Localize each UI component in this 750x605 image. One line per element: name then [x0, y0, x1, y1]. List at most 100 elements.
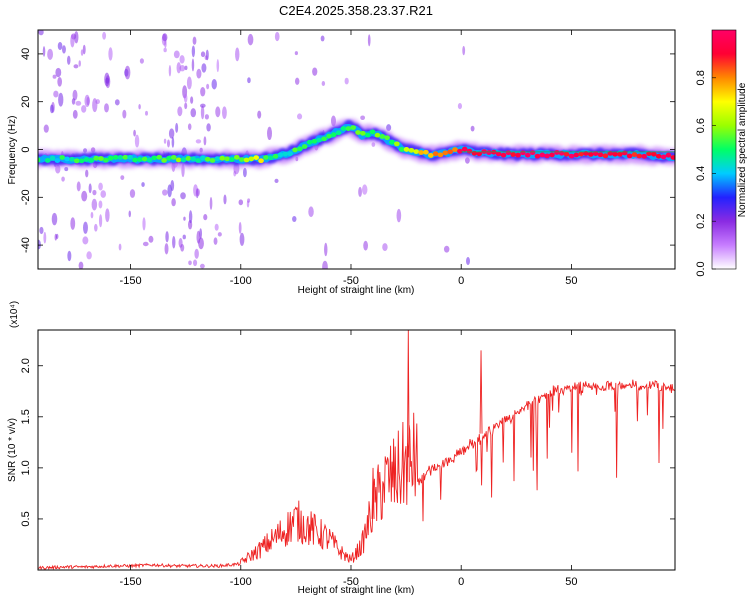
ridge-peak: [394, 141, 400, 147]
noise-patch: [164, 243, 169, 255]
ridge-peak: [122, 154, 129, 160]
ridge-peak: [631, 152, 638, 157]
noise-patch: [274, 178, 279, 183]
noise-patch: [82, 236, 89, 245]
noise-patch: [209, 197, 213, 210]
ridge-peak: [180, 157, 187, 163]
ridge-peak: [597, 152, 604, 158]
noise-patch: [371, 142, 376, 147]
ridge-peak: [636, 153, 643, 159]
ridge-peak: [413, 149, 420, 154]
noise-patch: [88, 183, 92, 194]
y-tick-label: 2.0: [20, 358, 32, 373]
ridge-peak: [360, 130, 366, 136]
noise-patch: [238, 199, 244, 206]
spectrogram-y-label: Frequency (Hz): [7, 116, 18, 185]
ridge-peak: [141, 156, 148, 162]
colorbar-label: Normalized spectral amplitude: [737, 82, 748, 217]
noise-patch: [247, 77, 251, 84]
noise-patch: [53, 90, 59, 98]
ridge-peak: [166, 155, 172, 161]
noise-patch: [457, 102, 462, 110]
ridge-peak: [195, 158, 201, 163]
ridge-peak: [364, 132, 371, 138]
ridge-peak: [112, 154, 119, 160]
ridge-peak: [447, 149, 453, 155]
noise-patch: [361, 184, 368, 195]
snr-y-label: SNR (10 * v/v): [7, 418, 18, 482]
snr-series: [38, 330, 675, 570]
noise-patch: [166, 139, 170, 148]
noise-patch: [462, 45, 466, 56]
spectrogram-x-label: Height of straight line (km): [298, 285, 415, 296]
noise-patch: [141, 182, 145, 187]
noise-patch: [57, 77, 63, 87]
noise-patch: [133, 129, 136, 137]
y-tick-label: 40: [20, 48, 32, 60]
noise-patch: [38, 30, 44, 36]
ridge-peak: [355, 130, 361, 135]
noise-patch: [71, 98, 76, 105]
noise-patch: [38, 239, 41, 250]
ridge-peak: [69, 156, 75, 162]
noise-patch: [84, 94, 90, 108]
noise-patch: [206, 83, 210, 90]
ridge-peak: [641, 153, 647, 159]
ridge-peak: [316, 137, 323, 143]
ridge-peak: [588, 151, 594, 157]
y-tick-label: 1.5: [20, 409, 32, 424]
noise-patch: [188, 260, 192, 266]
noise-patch: [171, 198, 176, 207]
noise-patch: [85, 169, 89, 178]
ridge-peak: [369, 129, 376, 135]
colorbar: 0.0 0.2 0.4 0.6 0.8 Normalized spectral ampl…: [695, 29, 748, 277]
noise-patch: [142, 241, 149, 247]
ridge-peak: [98, 156, 104, 161]
ridge-peak: [520, 150, 526, 156]
ridge-peak: [617, 151, 623, 157]
noise-patch: [142, 217, 146, 231]
noise-patch: [257, 110, 262, 119]
noise-patch: [344, 77, 349, 85]
noise-patch: [55, 67, 62, 78]
noise-patch: [180, 192, 186, 200]
ridge-peak: [321, 136, 327, 142]
noise-patch: [201, 63, 207, 73]
noise-patch: [191, 58, 195, 72]
ridge-peak: [398, 147, 405, 152]
noise-patch: [129, 189, 136, 198]
ridge-peak: [544, 153, 550, 159]
noise-patch: [162, 33, 168, 42]
noise-patch: [94, 223, 98, 232]
ridge-peak: [418, 150, 424, 155]
ridge-peak: [573, 152, 580, 158]
noise-patch: [200, 103, 206, 108]
ridge-peak: [44, 158, 51, 163]
noise-patch: [196, 188, 200, 197]
ridge-peak: [253, 155, 260, 160]
page-title: C2E4.2025.358.23.37.R21: [279, 3, 433, 18]
y-tick-label: -20: [20, 189, 32, 205]
noise-patch: [82, 44, 86, 55]
noise-patch: [74, 31, 79, 44]
noise-patch: [292, 215, 297, 222]
ridge-peak: [161, 157, 167, 163]
noise-patch: [247, 33, 254, 46]
snr-spike: [371, 467, 375, 519]
ridge-peak: [481, 149, 487, 154]
y-tick-label: 20: [20, 96, 32, 108]
noise-patch: [294, 51, 298, 56]
noise-patch: [386, 124, 392, 132]
noise-patch: [78, 60, 81, 67]
ridge-peak: [500, 152, 507, 158]
colorbar-frame: [711, 29, 737, 270]
noise-patch: [61, 176, 65, 182]
noise-patch: [192, 259, 198, 267]
x-tick-label: 0: [458, 576, 464, 588]
ridge-peak: [437, 152, 444, 158]
noise-patch: [204, 55, 208, 61]
noise-patch: [76, 181, 81, 192]
ridge-peak: [495, 151, 502, 157]
noise-patch: [173, 50, 180, 59]
